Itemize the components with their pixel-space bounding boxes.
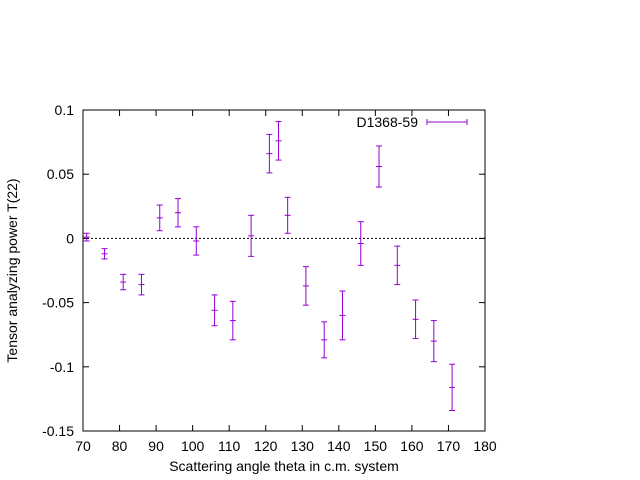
x-tick-label: 110 [218, 438, 241, 454]
data-point [321, 321, 328, 359]
y-tick-label: 0.05 [47, 166, 74, 182]
x-tick-label: 180 [473, 438, 497, 454]
x-tick-label: 80 [112, 438, 128, 454]
data-point [175, 198, 182, 228]
data-point [412, 299, 419, 340]
x-tick-label: 170 [437, 438, 461, 454]
y-axis-title: Tensor analyzing power T(22) [4, 178, 20, 362]
data-point [376, 145, 383, 188]
data-point [357, 221, 364, 266]
data-point [430, 320, 437, 363]
x-tick-label: 130 [291, 438, 315, 454]
data-point [284, 196, 291, 234]
y-tick-label: -0.05 [42, 295, 74, 311]
data-point [120, 273, 127, 291]
data-point [449, 363, 456, 411]
x-tick-label: 70 [75, 438, 91, 454]
y-tick-label: 0.1 [55, 102, 75, 118]
data-point [211, 294, 218, 327]
x-tick-label: 150 [364, 438, 388, 454]
y-tick-label: -0.1 [50, 359, 74, 375]
x-axis-ticks: 70 80 90 100 110 120 130 140 150 160 170 180 [75, 110, 497, 454]
data-point [156, 204, 163, 232]
data-points [83, 121, 456, 411]
data-point [394, 245, 401, 286]
y-tick-label: 0 [66, 230, 74, 246]
x-tick-label: 120 [254, 438, 278, 454]
data-point [248, 214, 255, 257]
data-point [339, 290, 346, 341]
x-tick-label: 160 [400, 438, 424, 454]
legend-sample [426, 119, 468, 125]
y-axis-ticks: -0.15 -0.1 -0.05 0 0.05 0.1 [42, 102, 485, 439]
data-point [83, 232, 90, 242]
y-tick-label: -0.15 [42, 423, 74, 439]
x-axis-title: Scattering angle theta in c.m. system [169, 458, 399, 474]
legend-label: D1368-59 [357, 114, 419, 130]
data-point [193, 226, 200, 256]
data-point [275, 121, 282, 161]
data-point [266, 133, 273, 174]
x-tick-label: 90 [148, 438, 164, 454]
plot-frame [82, 109, 486, 432]
data-point [101, 248, 108, 260]
x-tick-label: 140 [327, 438, 351, 454]
data-point [229, 300, 236, 341]
legend: D1368-59 [357, 114, 468, 130]
x-tick-label: 100 [181, 438, 205, 454]
data-point [302, 266, 309, 306]
data-point [138, 273, 145, 296]
